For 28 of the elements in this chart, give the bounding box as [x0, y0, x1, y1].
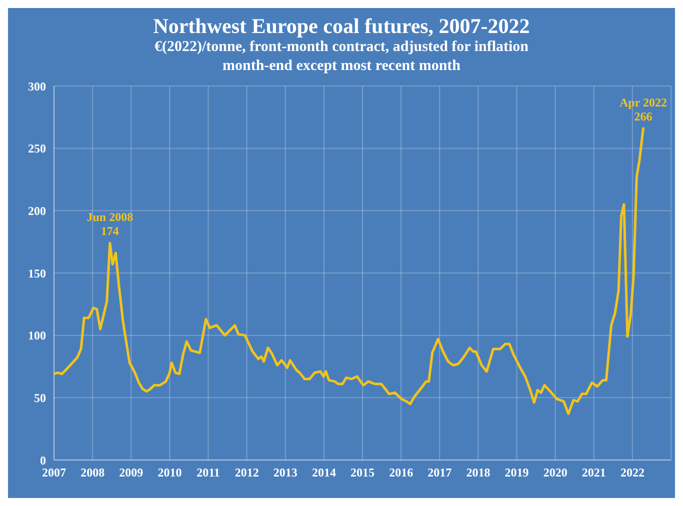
- annotation: Apr 2022 266: [620, 95, 667, 124]
- y-tick-label: 150: [28, 266, 46, 280]
- y-tick-label: 0: [40, 453, 46, 468]
- chart-subtitle: €(2022)/tonne, front-month contract, adjusted for inflation month-end except most recent month: [153, 38, 530, 76]
- x-tick-label: 2012: [234, 466, 259, 480]
- x-tick-label: 2009: [119, 466, 144, 480]
- y-tick-label: 250: [28, 142, 46, 156]
- y-tick-label: 300: [28, 79, 46, 94]
- x-tick-label: 2010: [158, 466, 182, 480]
- x-tick-label: 2014: [312, 466, 336, 480]
- chart-title: Northwest Europe coal futures, 2007-2022: [152, 14, 531, 38]
- y-tick-label: 200: [28, 204, 46, 218]
- x-tick-label: 2022: [620, 466, 644, 480]
- x-tick-label: 2008: [80, 466, 105, 480]
- x-tick-label: 2007: [42, 466, 66, 480]
- y-tick-label: 50: [34, 390, 46, 405]
- y-tick-label: 100: [28, 328, 46, 343]
- x-tick-label: 2021: [582, 466, 606, 480]
- x-tick-label: 2020: [543, 466, 568, 480]
- line-series: [54, 127, 644, 416]
- x-tick-label: 2013: [273, 466, 298, 480]
- annotation: Jun 2008 174: [86, 210, 134, 238]
- x-tick-label: 2016: [389, 466, 414, 480]
- x-tick-label: 2018: [466, 466, 490, 480]
- x-tick-label: 2011: [196, 466, 220, 480]
- x-tick-label: 2019: [504, 466, 529, 480]
- x-tick-label: 2017: [428, 466, 452, 480]
- x-tick-label: 2015: [350, 466, 374, 480]
